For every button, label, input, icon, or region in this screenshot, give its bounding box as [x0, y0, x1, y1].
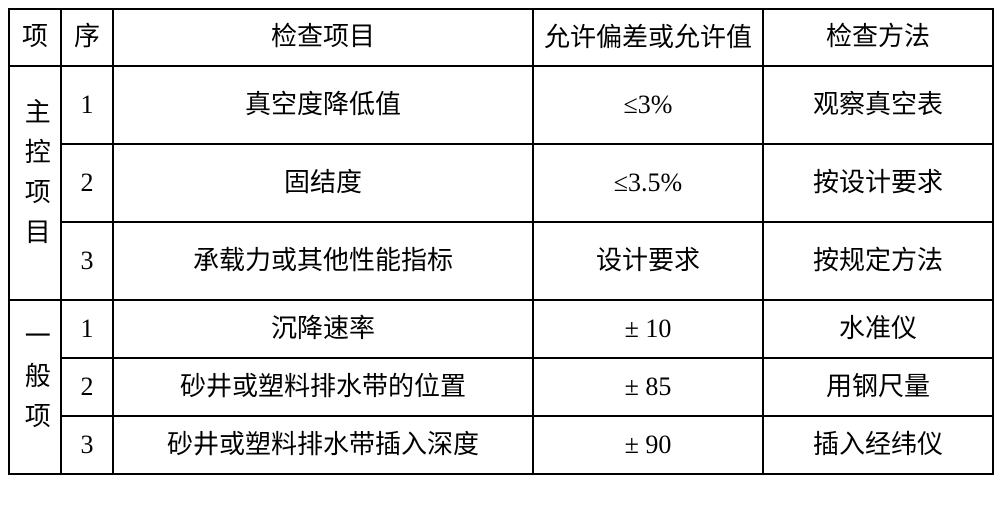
category-cell-main: 主控项目: [9, 66, 61, 300]
tolerance-cell: ± 85: [533, 358, 763, 416]
method-cell: 插入经纬仪: [763, 416, 993, 474]
header-category: 项: [9, 9, 61, 66]
category-label: 主控项目: [17, 98, 53, 258]
tolerance-cell: ± 10: [533, 300, 763, 358]
table-row: 主控项目 1 真空度降低值 ≤3% 观察真空表: [9, 66, 993, 144]
seq-cell: 2: [61, 144, 113, 222]
item-cell: 固结度: [113, 144, 533, 222]
item-cell: 承载力或其他性能指标: [113, 222, 533, 300]
header-item: 检查项目: [113, 9, 533, 66]
method-cell: 按设计要求: [763, 144, 993, 222]
table-row: 一般项 1 沉降速率 ± 10 水准仪: [9, 300, 993, 358]
category-cell-general: 一般项: [9, 300, 61, 474]
method-cell: 用钢尺量: [763, 358, 993, 416]
table-row: 3 砂井或塑料排水带插入深度 ± 90 插入经纬仪: [9, 416, 993, 474]
table-row: 3 承载力或其他性能指标 设计要求 按规定方法: [9, 222, 993, 300]
seq-cell: 1: [61, 300, 113, 358]
table-row: 2 砂井或塑料排水带的位置 ± 85 用钢尺量: [9, 358, 993, 416]
item-cell: 砂井或塑料排水带插入深度: [113, 416, 533, 474]
method-cell: 按规定方法: [763, 222, 993, 300]
item-cell: 砂井或塑料排水带的位置: [113, 358, 533, 416]
tolerance-cell: ± 90: [533, 416, 763, 474]
seq-cell: 1: [61, 66, 113, 144]
header-sequence: 序: [61, 9, 113, 66]
item-cell: 真空度降低值: [113, 66, 533, 144]
seq-cell: 2: [61, 358, 113, 416]
tolerance-cell: ≤3%: [533, 66, 763, 144]
seq-cell: 3: [61, 416, 113, 474]
header-tolerance: 允许偏差或允许值: [533, 9, 763, 66]
header-method: 检查方法: [763, 9, 993, 66]
inspection-table: 项 序 检查项目 允许偏差或允许值 检查方法 主控项目 1 真空度降低值 ≤3%…: [8, 8, 994, 475]
item-cell: 沉降速率: [113, 300, 533, 358]
header-row: 项 序 检查项目 允许偏差或允许值 检查方法: [9, 9, 993, 66]
method-cell: 观察真空表: [763, 66, 993, 144]
category-label: 一般项: [17, 322, 53, 442]
tolerance-cell: ≤3.5%: [533, 144, 763, 222]
seq-cell: 3: [61, 222, 113, 300]
method-cell: 水准仪: [763, 300, 993, 358]
tolerance-cell: 设计要求: [533, 222, 763, 300]
table-row: 2 固结度 ≤3.5% 按设计要求: [9, 144, 993, 222]
